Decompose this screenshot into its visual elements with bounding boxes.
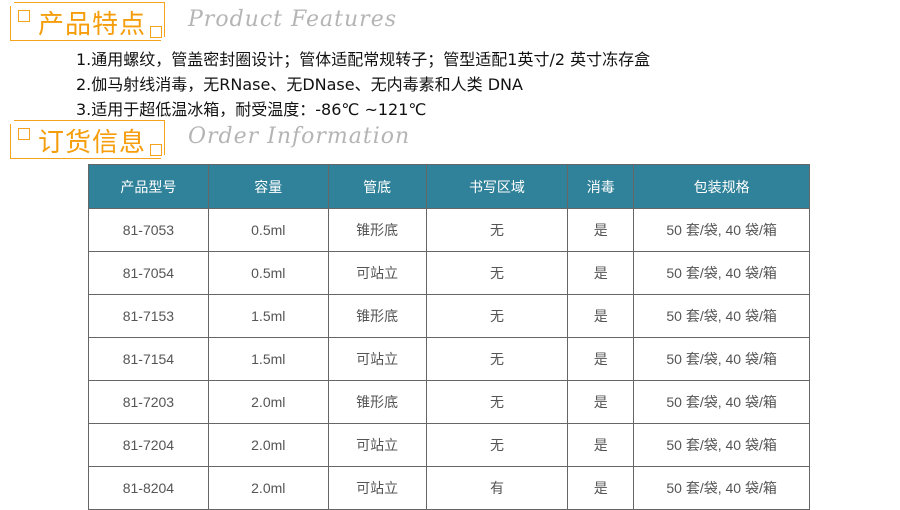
table-cell: 是 xyxy=(567,251,635,295)
table-cell: 81-7204 xyxy=(88,423,209,467)
knot-ornament-icon xyxy=(18,10,30,22)
table-cell: 无 xyxy=(425,337,569,381)
table-cell: 81-7153 xyxy=(88,294,209,338)
order-badge: 订货信息 xyxy=(10,120,166,159)
table-cell: 81-7203 xyxy=(88,380,209,424)
table-header-row: 产品型号 容量 管底 书写区域 消毒 包装规格 xyxy=(88,164,810,209)
table-cell: 50 套/袋, 40 袋/箱 xyxy=(633,208,810,252)
table-cell: 50 套/袋, 40 袋/箱 xyxy=(633,380,810,424)
table-cell: 锥形底 xyxy=(327,208,427,252)
table-cell: 是 xyxy=(567,337,635,381)
knot-ornament-icon xyxy=(150,144,162,156)
table-cell: 可站立 xyxy=(327,337,427,381)
knot-ornament-icon xyxy=(150,26,162,38)
column-header: 管底 xyxy=(327,164,427,209)
order-table: 产品型号 容量 管底 书写区域 消毒 包装规格 81-7053 0.5ml 锥形底无是 50 套… xyxy=(88,164,810,510)
table-cell: 81-7054 xyxy=(88,251,209,295)
table-cell: 0.5ml xyxy=(207,208,329,252)
table-cell: 50 套/袋, 40 袋/箱 xyxy=(633,466,810,510)
table-cell: 50 套/袋, 40 袋/箱 xyxy=(633,294,810,338)
table-row: 81-7054 0.5ml 可站立无是 50 套/袋, 40 袋/箱 xyxy=(88,251,810,295)
table-cell: 锥形底 xyxy=(327,380,427,424)
table-cell: 是 xyxy=(567,466,635,510)
table-cell: 是 xyxy=(567,423,635,467)
table-cell: 无 xyxy=(425,208,569,252)
badge-frame xyxy=(10,124,161,159)
features-badge: 产品特点 xyxy=(10,2,166,41)
table-row: 81-7153 1.5ml 锥形底无是 50 套/袋, 40 袋/箱 xyxy=(88,294,810,338)
table-row: 81-7053 0.5ml 锥形底无是 50 套/袋, 40 袋/箱 xyxy=(88,208,810,252)
table-cell: 2.0ml xyxy=(207,423,329,467)
table-cell: 是 xyxy=(567,294,635,338)
table-cell: 1.5ml xyxy=(207,294,329,338)
table-row: 81-8204 2.0ml 可站立有是 50 套/袋, 40 袋/箱 xyxy=(88,466,810,510)
table-cell: 2.0ml xyxy=(207,466,329,510)
table-cell: 锥形底 xyxy=(327,294,427,338)
order-title-en: Order Information xyxy=(188,124,411,149)
column-header: 包装规格 xyxy=(633,164,810,209)
table-cell: 可站立 xyxy=(327,251,427,295)
order-title: 订货信息 xyxy=(38,128,147,158)
table-cell: 可站立 xyxy=(327,423,427,467)
badge-frame xyxy=(14,120,165,155)
feature-item: 1.通用螺纹，管盖密封圈设计；管体适配常规转子；管型适配1英寸/2 英寸冻存盒 xyxy=(76,50,651,69)
table-cell: 可站立 xyxy=(327,466,427,510)
column-header: 容量 xyxy=(207,164,329,209)
feature-item: 3.适用于超低温冰箱，耐受温度：-86℃ ~121℃ xyxy=(76,100,427,119)
table-cell: 50 套/袋, 40 袋/箱 xyxy=(633,337,810,381)
features-title: 产品特点 xyxy=(38,10,147,40)
table-cell: 有 xyxy=(425,466,569,510)
table-cell: 2.0ml xyxy=(207,380,329,424)
table-cell: 81-7154 xyxy=(88,337,209,381)
table-cell: 50 套/袋, 40 袋/箱 xyxy=(633,251,810,295)
column-header: 消毒 xyxy=(567,164,635,209)
table-cell: 无 xyxy=(425,380,569,424)
table-row: 81-7154 1.5ml 可站立无是 50 套/袋, 40 袋/箱 xyxy=(88,337,810,381)
table-row: 81-7204 2.0ml 可站立无是 50 套/袋, 40 袋/箱 xyxy=(88,423,810,467)
feature-item: 2.伽马射线消毒，无RNase、无DNase、无内毒素和人类 DNA xyxy=(76,75,523,94)
table-cell: 无 xyxy=(425,251,569,295)
badge-frame xyxy=(10,6,161,41)
table-cell: 无 xyxy=(425,294,569,338)
table-cell: 1.5ml xyxy=(207,337,329,381)
knot-ornament-icon xyxy=(18,128,30,140)
table-row: 81-7203 2.0ml 锥形底无是 50 套/袋, 40 袋/箱 xyxy=(88,380,810,424)
table-cell: 81-8204 xyxy=(88,466,209,510)
column-header: 书写区域 xyxy=(425,164,569,209)
table-cell: 81-7053 xyxy=(88,208,209,252)
badge-frame xyxy=(14,2,165,37)
table-cell: 是 xyxy=(567,208,635,252)
table-cell: 50 套/袋, 40 袋/箱 xyxy=(633,423,810,467)
column-header: 产品型号 xyxy=(88,164,209,209)
table-cell: 是 xyxy=(567,380,635,424)
features-title-en: Product Features xyxy=(188,7,398,32)
table-cell: 无 xyxy=(425,423,569,467)
table-cell: 0.5ml xyxy=(207,251,329,295)
